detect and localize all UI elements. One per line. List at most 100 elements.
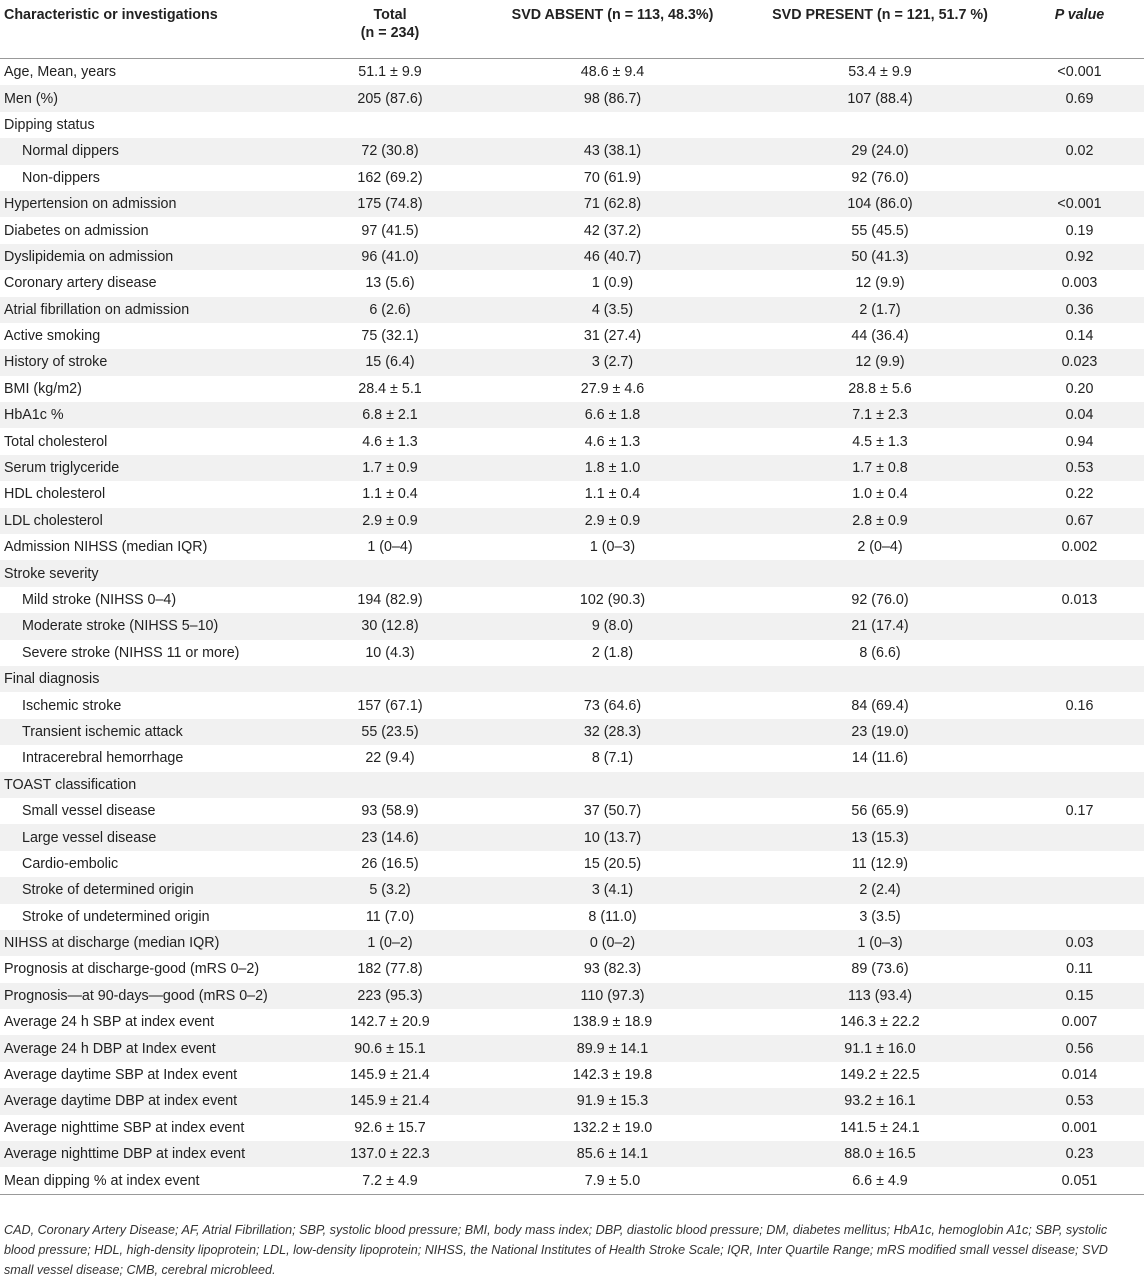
cell-svd-absent: 91.9 ± 15.3: [480, 1088, 745, 1115]
row-label: Final diagnosis: [0, 665, 300, 693]
table-row: Non-dippers 162 (69.2) 70 (61.9) 92 (76.0): [0, 164, 1144, 191]
cell-svd-present: 91.1 ± 16.0: [745, 1035, 1015, 1062]
table-row: Stroke severity: [0, 560, 1144, 587]
table-row: Average nighttime DBP at index event 137.…: [0, 1141, 1144, 1168]
row-label: Atrial fibrillation on admission: [0, 296, 300, 323]
cell-svd-present: 107 (88.4): [745, 85, 1015, 112]
table-row: Mean dipping % at index event 7.2 ± 4.9 7.…: [0, 1167, 1144, 1195]
cell-svd-present: 56 (65.9): [745, 797, 1015, 825]
cell-p-value: [1015, 824, 1144, 851]
cell-total: [300, 560, 480, 587]
cell-total: 30 (12.8): [300, 613, 480, 640]
row-label: Age, Mean, years: [0, 58, 300, 86]
cell-p-value: 0.17: [1015, 797, 1144, 825]
cell-p-value: [1015, 665, 1144, 693]
cell-total: 5 (3.2): [300, 877, 480, 904]
cell-total: 1.1 ± 0.4: [300, 481, 480, 508]
cell-svd-absent: 27.9 ± 4.6: [480, 375, 745, 403]
cell-svd-absent: 42 (37.2): [480, 217, 745, 244]
cell-p-value: [1015, 560, 1144, 587]
cell-p-value: 0.36: [1015, 296, 1144, 323]
cell-svd-absent: 93 (82.3): [480, 956, 745, 983]
cell-p-value: 0.23: [1015, 1141, 1144, 1168]
cell-total: 223 (95.3): [300, 982, 480, 1010]
table-row: Mild stroke (NIHSS 0–4) 194 (82.9) 102 (90…: [0, 586, 1144, 614]
cell-p-value: 0.02: [1015, 138, 1144, 165]
cell-p-value: 0.19: [1015, 217, 1144, 244]
table-row: NIHSS at discharge (median IQR) 1 (0–2) 0 …: [0, 929, 1144, 957]
cell-svd-present: 146.3 ± 22.2: [745, 1009, 1015, 1036]
cell-total: 51.1 ± 9.9: [300, 58, 480, 86]
row-label: Mean dipping % at index event: [0, 1167, 300, 1195]
table-row: Average daytime DBP at index event 145.9 …: [0, 1088, 1144, 1115]
cell-p-value: [1015, 903, 1144, 930]
row-label: Large vessel disease: [0, 824, 300, 851]
table-row: Transient ischemic attack 55 (23.5) 32 (28…: [0, 718, 1144, 746]
cell-total: 15 (6.4): [300, 349, 480, 376]
table-row: Moderate stroke (NIHSS 5–10) 30 (12.8) 9 (…: [0, 613, 1144, 640]
cell-svd-absent: 8 (7.1): [480, 745, 745, 772]
cell-svd-present: 44 (36.4): [745, 322, 1015, 350]
row-label: Dipping status: [0, 111, 300, 139]
cell-svd-present: 2 (0–4): [745, 534, 1015, 561]
cell-p-value: 0.001: [1015, 1114, 1144, 1142]
cell-total: 175 (74.8): [300, 190, 480, 218]
row-label: Severe stroke (NIHSS 11 or more): [0, 639, 300, 666]
header-total-n: (n = 234): [360, 25, 420, 41]
cell-total: 137.0 ± 22.3: [300, 1141, 480, 1168]
cell-total: 205 (87.6): [300, 85, 480, 112]
table-row: HDL cholesterol 1.1 ± 0.4 1.1 ± 0.4 1.0 ± 0…: [0, 481, 1144, 508]
table-row: Coronary artery disease 13 (5.6) 1 (0.9) 12…: [0, 270, 1144, 297]
cell-svd-absent: 43 (38.1): [480, 138, 745, 165]
table-row: Atrial fibrillation on admission 6 (2.6) 4…: [0, 296, 1144, 323]
cell-svd-absent: 4 (3.5): [480, 296, 745, 323]
cell-svd-present: 93.2 ± 16.1: [745, 1088, 1015, 1115]
cell-svd-present: 84 (69.4): [745, 692, 1015, 719]
row-label: Average 24 h DBP at Index event: [0, 1035, 300, 1062]
header-svd-absent: SVD ABSENT (n = 113, 48.3%): [480, 0, 745, 59]
table-row: Ischemic stroke 157 (67.1) 73 (64.6) 84 (69…: [0, 692, 1144, 719]
cell-svd-present: 13 (15.3): [745, 824, 1015, 851]
cell-total: 162 (69.2): [300, 164, 480, 191]
cell-total: 1 (0–4): [300, 534, 480, 561]
row-label: TOAST classification: [0, 771, 300, 798]
table-row: Stroke of undetermined origin 11 (7.0) 8 (…: [0, 903, 1144, 930]
cell-total: [300, 665, 480, 693]
header-characteristic: Characteristic or investigations: [0, 0, 300, 59]
cell-total: 7.2 ± 4.9: [300, 1167, 480, 1195]
cell-svd-absent: 73 (64.6): [480, 692, 745, 719]
row-label: Active smoking: [0, 322, 300, 350]
cell-svd-absent: 4.6 ± 1.3: [480, 428, 745, 455]
cell-svd-present: [745, 771, 1015, 798]
row-label: Hypertension on admission: [0, 190, 300, 218]
cell-p-value: [1015, 850, 1144, 878]
cell-total: 11 (7.0): [300, 903, 480, 930]
cell-svd-present: 2 (1.7): [745, 296, 1015, 323]
header-p-value: P value: [1015, 0, 1144, 59]
cell-p-value: 0.53: [1015, 1088, 1144, 1115]
cell-total: 13 (5.6): [300, 270, 480, 297]
cell-svd-present: 141.5 ± 24.1: [745, 1114, 1015, 1142]
cell-svd-absent: 2 (1.8): [480, 639, 745, 666]
cell-total: 75 (32.1): [300, 322, 480, 350]
cell-p-value: 0.67: [1015, 507, 1144, 535]
row-label: Moderate stroke (NIHSS 5–10): [0, 613, 300, 640]
cell-svd-absent: [480, 665, 745, 693]
table-row: Severe stroke (NIHSS 11 or more) 10 (4.3)…: [0, 639, 1144, 666]
table-row: Stroke of determined origin 5 (3.2) 3 (4.1…: [0, 877, 1144, 904]
cell-p-value: 0.56: [1015, 1035, 1144, 1062]
cell-svd-present: 28.8 ± 5.6: [745, 375, 1015, 403]
table-row: Final diagnosis: [0, 665, 1144, 693]
cell-svd-absent: [480, 111, 745, 139]
cell-p-value: 0.013: [1015, 586, 1144, 614]
table-row: Men (%) 205 (87.6) 98 (86.7) 107 (88.4) 0.69: [0, 85, 1144, 112]
cell-svd-absent: 142.3 ± 19.8: [480, 1061, 745, 1089]
cell-svd-absent: 1.8 ± 1.0: [480, 454, 745, 482]
cell-svd-present: 21 (17.4): [745, 613, 1015, 640]
cell-p-value: [1015, 745, 1144, 772]
cell-total: [300, 771, 480, 798]
cell-p-value: 0.20: [1015, 375, 1144, 403]
cell-p-value: <0.001: [1015, 58, 1144, 86]
cell-total: 1 (0–2): [300, 929, 480, 957]
table-row: Prognosis at discharge-good (mRS 0–2) 182…: [0, 956, 1144, 983]
